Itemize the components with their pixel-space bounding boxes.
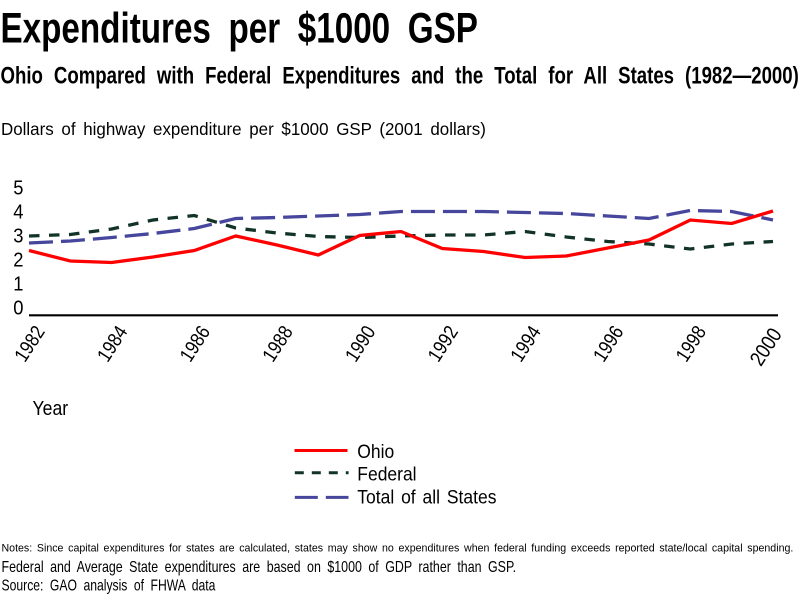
svg-text:Ohio: Ohio — [357, 440, 394, 462]
svg-text:4: 4 — [13, 201, 23, 224]
svg-text:1: 1 — [13, 273, 23, 296]
svg-text:0: 0 — [13, 297, 23, 320]
svg-text:1982: 1982 — [10, 322, 50, 366]
svg-text:Notes: Since capital expenditu: Notes: Since capital expenditures for st… — [2, 542, 794, 554]
svg-text:Federal and Average State expe: Federal and Average State expenditures a… — [2, 558, 517, 576]
svg-text:Expenditures per $1000 GSP: Expenditures per $1000 GSP — [1, 5, 478, 53]
svg-text:1984: 1984 — [92, 322, 132, 366]
svg-text:3: 3 — [13, 225, 23, 248]
svg-text:1996: 1996 — [588, 322, 628, 366]
svg-text:Source: GAO analysis of FHWA d: Source: GAO analysis of FHWA data — [2, 577, 216, 595]
svg-text:1990: 1990 — [340, 322, 380, 366]
svg-text:1992: 1992 — [423, 322, 463, 366]
svg-text:1986: 1986 — [175, 322, 215, 366]
svg-text:Total of all States: Total of all States — [357, 486, 496, 508]
svg-text:Year: Year — [33, 398, 69, 420]
svg-text:5: 5 — [13, 177, 23, 200]
svg-text:1988: 1988 — [258, 322, 298, 366]
svg-text:Dollars of highway expenditure: Dollars of highway expenditure per $1000… — [1, 120, 486, 139]
svg-text:Ohio Compared with Federal Exp: Ohio Compared with Federal Expenditures … — [1, 61, 799, 89]
svg-text:1994: 1994 — [506, 322, 546, 366]
svg-text:2000: 2000 — [746, 324, 788, 370]
svg-text:2: 2 — [13, 249, 23, 272]
svg-text:Federal: Federal — [357, 463, 416, 485]
svg-text:1998: 1998 — [671, 322, 711, 366]
